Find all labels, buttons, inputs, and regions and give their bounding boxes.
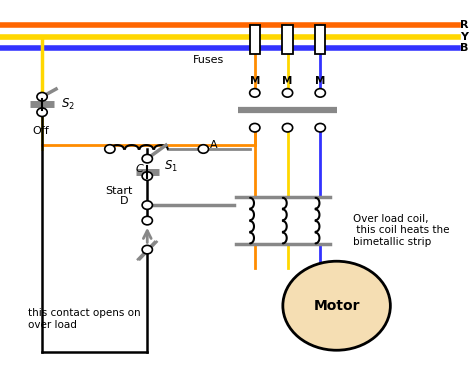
Text: this contact opens on: this contact opens on xyxy=(28,308,141,319)
Circle shape xyxy=(315,89,325,97)
Text: Start: Start xyxy=(105,186,133,196)
Text: Y: Y xyxy=(460,32,468,42)
Circle shape xyxy=(105,145,115,153)
Bar xyxy=(283,25,292,54)
Bar xyxy=(315,25,325,54)
Circle shape xyxy=(315,123,325,132)
Circle shape xyxy=(283,123,292,132)
Circle shape xyxy=(37,108,47,116)
Text: Over load coil,: Over load coil, xyxy=(353,214,428,224)
Circle shape xyxy=(37,92,47,101)
Circle shape xyxy=(198,145,209,153)
Circle shape xyxy=(250,89,260,97)
Text: Off: Off xyxy=(33,126,49,136)
Text: M: M xyxy=(250,76,260,86)
Bar xyxy=(250,25,260,54)
Circle shape xyxy=(142,216,153,225)
Text: this coil heats the: this coil heats the xyxy=(353,225,449,235)
Text: C: C xyxy=(135,164,143,174)
Text: Motor: Motor xyxy=(313,299,360,313)
Text: over load: over load xyxy=(28,320,77,330)
Text: A: A xyxy=(210,140,218,150)
Circle shape xyxy=(283,89,292,97)
Text: $S_2$: $S_2$ xyxy=(61,97,75,112)
Text: D: D xyxy=(120,196,128,206)
Circle shape xyxy=(142,245,153,254)
Text: M: M xyxy=(315,76,326,86)
Circle shape xyxy=(142,172,153,180)
Text: R: R xyxy=(460,20,469,30)
Text: M: M xyxy=(283,76,293,86)
Text: $S_1$: $S_1$ xyxy=(164,159,178,174)
Text: Fuses: Fuses xyxy=(193,55,224,65)
Text: B: B xyxy=(460,43,469,53)
Circle shape xyxy=(142,201,153,209)
Circle shape xyxy=(250,123,260,132)
Circle shape xyxy=(283,261,391,350)
Circle shape xyxy=(142,154,153,163)
Text: bimetallic strip: bimetallic strip xyxy=(353,237,431,247)
